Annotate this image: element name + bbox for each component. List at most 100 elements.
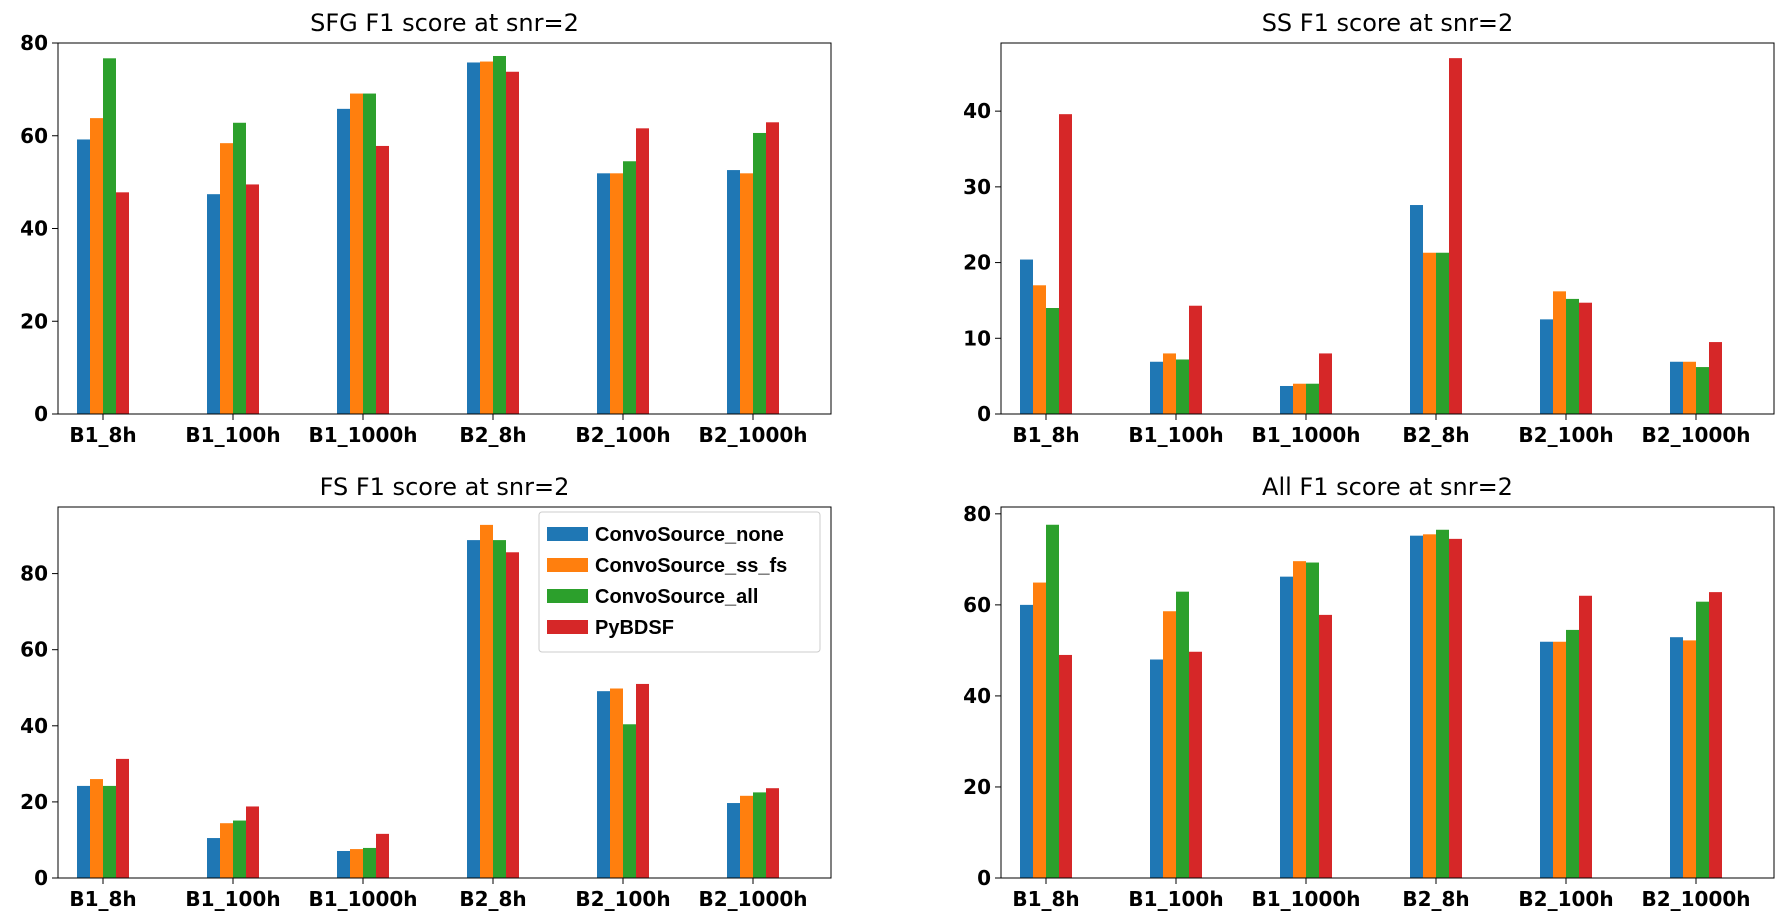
- bar: [1280, 385, 1293, 414]
- chart-title: FS F1 score at snr=2: [320, 473, 570, 501]
- chart-4: All F1 score at snr=2 0 20 40 60 80 B1_8h B1_10…: [963, 473, 1775, 911]
- bar: [207, 194, 220, 414]
- bar: [1306, 562, 1319, 878]
- bar: [363, 93, 376, 414]
- bar: [1150, 361, 1163, 414]
- bar: [597, 691, 610, 878]
- bar: [1709, 592, 1722, 878]
- bar: [1280, 576, 1293, 878]
- bar: [467, 540, 480, 878]
- bar: [1319, 353, 1332, 414]
- bar: [493, 540, 506, 878]
- legend-swatch: [547, 558, 588, 572]
- bar: [597, 173, 610, 414]
- chart-2: SS F1 score at snr=2 0 10 20 30 40 B1_8h B1_100…: [963, 9, 1775, 447]
- bar: [636, 683, 649, 878]
- axes-frame: [57, 42, 832, 415]
- bar: [1579, 595, 1592, 878]
- x-tick-label: B2_100h: [1518, 423, 1613, 447]
- x-tick-label: B1_8h: [69, 887, 136, 911]
- bar: [337, 850, 350, 878]
- legend-label: PyBDSF: [595, 617, 674, 639]
- bar: [350, 93, 363, 414]
- x-tick-label: B1_8h: [1012, 887, 1079, 911]
- bar: [233, 122, 246, 414]
- bar: [480, 524, 493, 878]
- legend-label: ConvoSource_all: [595, 586, 758, 608]
- y-tick-label: 40: [963, 99, 991, 123]
- bar: [1540, 319, 1553, 414]
- y-tick-label: 40: [963, 684, 991, 708]
- bar: [1046, 524, 1059, 878]
- bar: [727, 803, 740, 878]
- y-tick-label: 0: [977, 866, 991, 890]
- bar: [1670, 361, 1683, 414]
- bar: [233, 820, 246, 878]
- bar: [1059, 114, 1072, 415]
- x-tick-label: B1_100h: [1128, 423, 1223, 447]
- bar: [1176, 591, 1189, 878]
- y-tick-label: 20: [20, 309, 48, 333]
- y-tick-label: 0: [34, 866, 48, 890]
- bar: [467, 62, 480, 414]
- bar: [740, 795, 753, 878]
- bar: [116, 758, 129, 878]
- axes-frame: [1000, 42, 1775, 415]
- y-tick-label: 40: [20, 217, 48, 241]
- y-tick-label: 80: [20, 562, 48, 586]
- legend: ConvoSource_none ConvoSource_ss_fs ConvoSo…: [538, 511, 821, 653]
- bar: [1423, 534, 1436, 878]
- bar: [480, 61, 493, 415]
- bar: [1033, 285, 1046, 414]
- bar: [1566, 629, 1579, 878]
- axes-frame: [57, 506, 832, 879]
- bar: [1423, 252, 1436, 414]
- bar: [207, 838, 220, 878]
- bar: [1540, 641, 1553, 878]
- y-tick-label: 20: [963, 775, 991, 799]
- legend-label: ConvoSource_ss_fs: [595, 555, 787, 577]
- bar: [506, 71, 519, 414]
- bar: [116, 192, 129, 414]
- y-tick-label: 0: [34, 402, 48, 426]
- bar: [1033, 582, 1046, 878]
- bar: [1683, 361, 1696, 414]
- bar: [246, 184, 259, 414]
- bar: [623, 724, 636, 878]
- bar: [1150, 659, 1163, 878]
- bar: [1293, 561, 1306, 878]
- bar: [636, 128, 649, 414]
- y-tick-label: 30: [963, 175, 991, 199]
- bar: [1449, 58, 1462, 415]
- x-tick-label: B2_100h: [575, 887, 670, 911]
- bar: [727, 170, 740, 414]
- x-tick-label: B2_100h: [575, 423, 670, 447]
- bar: [1020, 604, 1033, 878]
- x-tick-label: B2_1000h: [698, 423, 807, 447]
- legend-swatch: [547, 620, 588, 634]
- bar: [1046, 308, 1059, 414]
- x-tick-label: B1_8h: [1012, 423, 1079, 447]
- bar: [1683, 640, 1696, 878]
- x-tick-label: B1_8h: [69, 423, 136, 447]
- x-tick-label: B2_100h: [1518, 887, 1613, 911]
- bar: [220, 143, 233, 415]
- y-tick-label: 10: [963, 326, 991, 350]
- bar: [1709, 342, 1722, 414]
- bar: [103, 785, 116, 878]
- x-tick-label: B2_1000h: [698, 887, 807, 911]
- chart-3: FS F1 score at snr=2 0 20 40 60 80 B1_8h B1_100…: [20, 473, 832, 911]
- bar: [90, 118, 103, 414]
- bar: [77, 139, 90, 414]
- bar: [77, 785, 90, 878]
- chart-1: SFG F1 score at snr=2 0 20 40 60 80 B1_8h B1_10…: [20, 9, 832, 447]
- bar: [1696, 367, 1709, 414]
- bar: [1449, 538, 1462, 878]
- bar: [1059, 654, 1072, 878]
- bar: [1306, 383, 1319, 414]
- y-tick-label: 60: [20, 638, 48, 662]
- bar: [1553, 291, 1566, 414]
- y-tick-label: 80: [963, 502, 991, 526]
- bar: [1696, 601, 1709, 878]
- bar: [1189, 651, 1202, 878]
